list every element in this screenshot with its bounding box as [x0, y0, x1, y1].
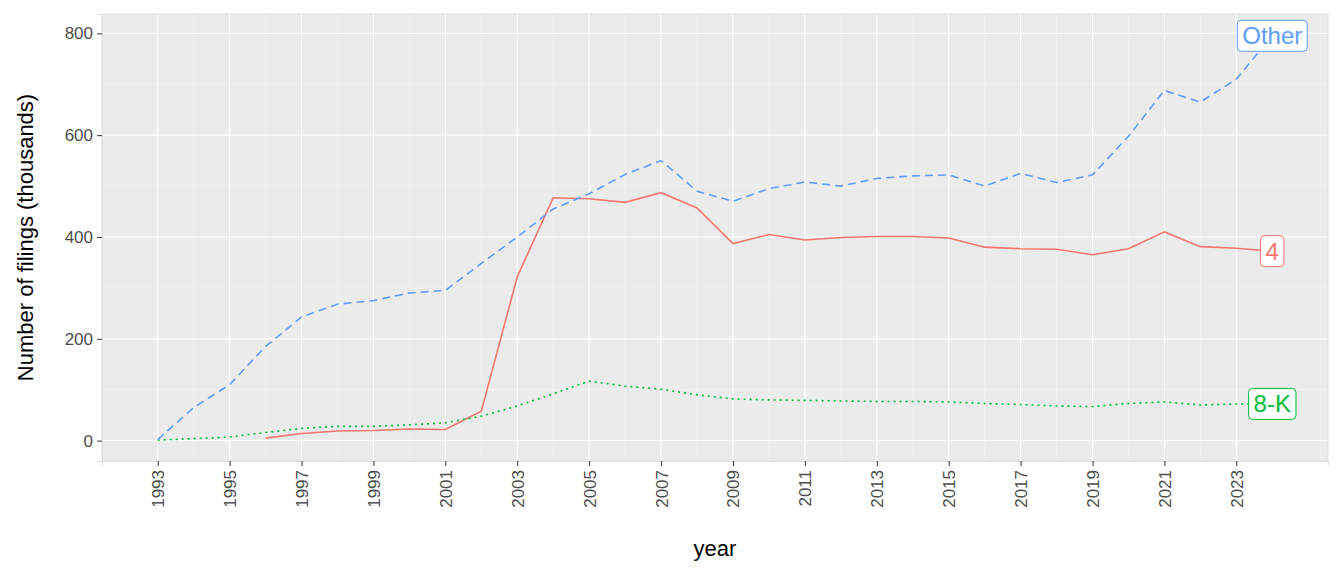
x-tick-label: 2001: [437, 470, 456, 508]
plot-area: [158, 36, 1273, 440]
x-tick-mark: [158, 461, 159, 466]
panel: [102, 14, 1328, 461]
x-tick: 2013: [868, 461, 887, 508]
panel-frame: [102, 14, 1328, 461]
x-tick-label: 2021: [1156, 470, 1175, 508]
x-tick: 2003: [509, 461, 528, 508]
series-line: [158, 381, 1273, 440]
x-tick-label: 1993: [149, 470, 168, 508]
y-tick-mark: [97, 339, 102, 340]
x-tick-mark: [230, 461, 231, 466]
chart: 1993 1995 1997 1999 2001 2003 2005 2007 2009 2011…: [0, 0, 1344, 576]
y-tick-label: 400: [65, 228, 93, 247]
x-tick-mark: [661, 461, 662, 466]
x-tick-mark: [302, 461, 303, 466]
y-tick-mark: [97, 441, 102, 442]
y-tick-mark: [97, 237, 102, 238]
x-tick-mark: [877, 461, 878, 466]
x-tick: 2021: [1156, 461, 1175, 508]
series-label: 4: [1261, 236, 1284, 267]
y-axis-line: [97, 15, 103, 462]
series-label-box: [1237, 20, 1307, 51]
x-tick-label: 2015: [940, 470, 959, 508]
x-axis: 1993 1995 1997 1999 2001 2003 2005 2007 2009 2011…: [103, 461, 1329, 508]
x-tick-mark: [589, 461, 590, 466]
x-tick: 2017: [1012, 461, 1031, 508]
x-axis-line: [103, 462, 1329, 467]
x-tick: 2009: [724, 461, 743, 508]
series-label-box: [1261, 236, 1284, 267]
x-tick-mark: [949, 461, 950, 466]
x-tick: 2019: [1084, 461, 1103, 508]
x-tick: 2005: [581, 461, 600, 508]
x-tick-mark: [805, 461, 806, 466]
minor-grid-y: [102, 186, 1328, 187]
x-tick-label: 2009: [724, 470, 743, 508]
x-tick: 2023: [1228, 461, 1247, 508]
grid-y: [102, 33, 1328, 34]
x-tick-label: 1997: [293, 470, 312, 508]
x-tick: 2011: [796, 461, 815, 507]
x-tick: 2015: [940, 461, 959, 508]
y-tick: 0: [84, 432, 102, 451]
minor-grid-y: [102, 389, 1328, 390]
y-tick: 400: [65, 228, 102, 247]
y-tick: 200: [65, 330, 102, 349]
x-tick-mark: [517, 461, 518, 466]
x-tick-mark: [445, 461, 446, 466]
grid-y: [102, 135, 1328, 136]
x-tick: 2007: [653, 461, 672, 508]
x-tick-mark: [1164, 461, 1165, 466]
x-tick-label: 1995: [221, 470, 240, 508]
series-label-box: [1249, 388, 1296, 419]
x-tick: 1993: [149, 461, 168, 508]
y-tick: 800: [65, 24, 102, 43]
y-tick-mark: [97, 33, 102, 34]
grid-y: [102, 236, 1328, 237]
y-tick-label: 600: [65, 126, 93, 145]
x-tick-mark: [733, 461, 734, 466]
series-label-text: 4: [1266, 238, 1279, 265]
grid-y: [102, 338, 1328, 339]
y-tick: 600: [65, 126, 102, 145]
minor-grid-y: [102, 84, 1328, 85]
x-tick-label: 2013: [868, 470, 887, 508]
x-tick-mark: [1093, 461, 1094, 466]
series-labels: 4 8-K Other: [1237, 20, 1307, 419]
x-tick-label: 2003: [509, 470, 528, 508]
series-label-text: 8-K: [1254, 390, 1291, 417]
x-tick-label: 2011: [796, 470, 815, 507]
x-tick-label: 2005: [581, 470, 600, 508]
x-tick-mark: [1236, 461, 1237, 466]
x-tick: 1995: [221, 461, 240, 508]
series-line: [266, 193, 1273, 438]
y-axis-title: Number of filings (thousands): [13, 94, 38, 381]
x-tick-mark: [1021, 461, 1022, 466]
x-tick-mark: [373, 461, 374, 466]
y-tick-mark: [97, 135, 102, 136]
x-tick-label: 2023: [1228, 470, 1247, 508]
series-label: 8-K: [1249, 388, 1296, 419]
x-tick: 1997: [293, 461, 312, 508]
y-axis: 0 200 400 600 800: [65, 15, 103, 462]
grid: [102, 14, 1328, 461]
grid-y: [102, 440, 1328, 441]
y-tick-label: 800: [65, 24, 93, 43]
series-label-text: Other: [1242, 22, 1302, 49]
x-tick-label: 2019: [1084, 470, 1103, 508]
x-tick-label: 1999: [365, 470, 384, 508]
x-tick: 1999: [365, 461, 384, 508]
series-label: Other: [1237, 20, 1307, 51]
x-tick-label: 2017: [1012, 470, 1031, 508]
y-tick-label: 0: [84, 432, 93, 451]
x-tick-label: 2007: [653, 470, 672, 508]
minor-grid-y: [102, 287, 1328, 288]
x-tick: 2001: [437, 461, 456, 508]
x-axis-title: year: [694, 536, 737, 561]
series-line: [158, 36, 1273, 440]
y-tick-label: 200: [65, 330, 93, 349]
